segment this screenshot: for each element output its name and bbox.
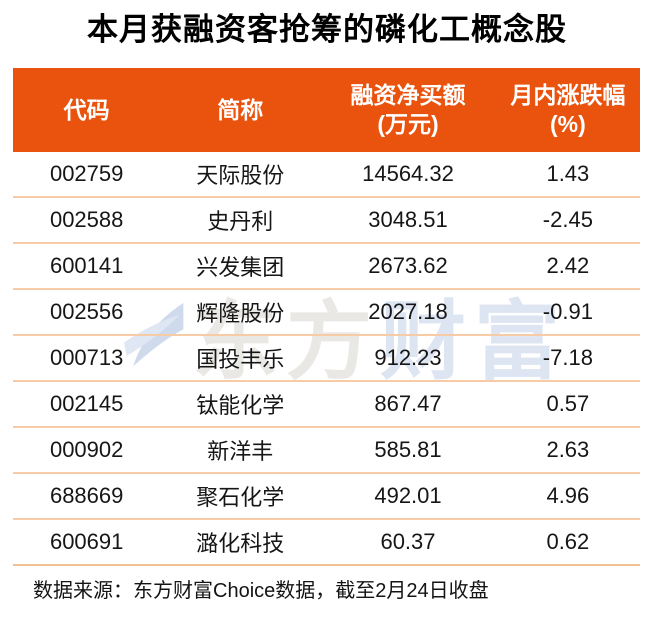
header-name-label: 简称 bbox=[217, 96, 264, 123]
cell-chg: 0.57 bbox=[546, 391, 590, 416]
header-net-buy-line1: 融资净买额 bbox=[350, 82, 466, 108]
cell-net: 492.01 bbox=[374, 483, 442, 508]
table-row: 002556 辉隆股份 2027.18 -0.91 bbox=[13, 290, 640, 336]
cell-name: 潞化科技 bbox=[196, 531, 285, 556]
cell-code: 600691 bbox=[49, 529, 124, 554]
watermark-text: 东方财富 bbox=[192, 294, 568, 390]
cell-net: 867.47 bbox=[374, 391, 442, 416]
cell-name: 辉隆股份 bbox=[196, 301, 285, 326]
cell-chg: -2.45 bbox=[542, 207, 593, 232]
cell-code: 002588 bbox=[49, 207, 124, 232]
header-name: 简称 bbox=[160, 96, 320, 125]
cell-name: 史丹利 bbox=[207, 209, 274, 234]
cell-net: 14564.32 bbox=[362, 161, 454, 186]
cell-name: 天际股份 bbox=[196, 163, 285, 188]
cell-code: 600141 bbox=[49, 253, 124, 278]
cell-name: 新洋丰 bbox=[207, 439, 274, 464]
cell-net: 585.81 bbox=[374, 437, 442, 462]
cell-code: 002145 bbox=[49, 391, 124, 416]
cell-net: 60.37 bbox=[380, 529, 436, 554]
cell-name: 聚石化学 bbox=[196, 485, 285, 510]
watermark-text-right: 财富 bbox=[380, 294, 568, 390]
cell-code: 000713 bbox=[49, 345, 124, 370]
cell-code: 002759 bbox=[49, 161, 124, 186]
table-row: 002588 史丹利 3048.51 -2.45 bbox=[13, 198, 640, 244]
header-net-buy-line2: (万元) bbox=[377, 111, 439, 137]
watermark: 东方财富 bbox=[120, 294, 568, 390]
stock-table: 代码 简称 融资净买额 (万元) 月内涨跌幅 (%) 002759 天际股份 1… bbox=[13, 68, 640, 566]
table-body: 002759 天际股份 14564.32 1.43 002588 史丹利 304… bbox=[13, 152, 640, 566]
cell-net: 2673.62 bbox=[368, 253, 448, 278]
table-row: 002145 钛能化学 867.47 0.57 bbox=[13, 382, 640, 428]
cell-name: 国投丰乐 bbox=[196, 347, 285, 372]
page-title: 本月获融资客抢筹的磷化工概念股 bbox=[87, 12, 567, 47]
cell-chg: 2.42 bbox=[546, 253, 590, 278]
cell-chg: 0.62 bbox=[546, 529, 590, 554]
table-row: 000713 国投丰乐 912.23 -7.18 bbox=[13, 336, 640, 382]
watermark-text-left: 东方 bbox=[192, 294, 380, 390]
table-row: 688669 聚石化学 492.01 4.96 bbox=[13, 474, 640, 520]
cell-net: 2027.18 bbox=[368, 299, 448, 324]
header-monthly-change: 月内涨跌幅 (%) bbox=[496, 81, 640, 139]
header-net-buy: 融资净买额 (万元) bbox=[320, 81, 496, 139]
header-monthly-change-line1: 月内涨跌幅 bbox=[510, 82, 626, 108]
cell-net: 912.23 bbox=[374, 345, 442, 370]
header-code-label: 代码 bbox=[63, 96, 110, 123]
cell-chg: -7.18 bbox=[542, 345, 593, 370]
header-code: 代码 bbox=[13, 96, 160, 125]
cell-chg: 4.96 bbox=[546, 483, 590, 508]
cell-code: 000902 bbox=[49, 437, 124, 462]
data-source-note: 数据来源：东方财富Choice数据，截至2月24日收盘 bbox=[33, 580, 489, 602]
header-monthly-change-line2: (%) bbox=[549, 111, 586, 137]
cell-code: 688669 bbox=[49, 483, 124, 508]
table-row: 002759 天际股份 14564.32 1.43 bbox=[13, 152, 640, 198]
cell-chg: 1.43 bbox=[546, 161, 590, 186]
cell-name: 兴发集团 bbox=[196, 255, 285, 280]
cell-chg: -0.91 bbox=[542, 299, 593, 324]
cell-name: 钛能化学 bbox=[196, 393, 285, 418]
cell-code: 002556 bbox=[49, 299, 124, 324]
table-header-row: 代码 简称 融资净买额 (万元) 月内涨跌幅 (%) bbox=[13, 68, 640, 152]
table-row: 000902 新洋丰 585.81 2.63 bbox=[13, 428, 640, 474]
table-row: 600691 潞化科技 60.37 0.62 bbox=[13, 520, 640, 566]
cell-net: 3048.51 bbox=[368, 207, 448, 232]
cell-chg: 2.63 bbox=[546, 437, 590, 462]
table-row: 600141 兴发集团 2673.62 2.42 bbox=[13, 244, 640, 290]
